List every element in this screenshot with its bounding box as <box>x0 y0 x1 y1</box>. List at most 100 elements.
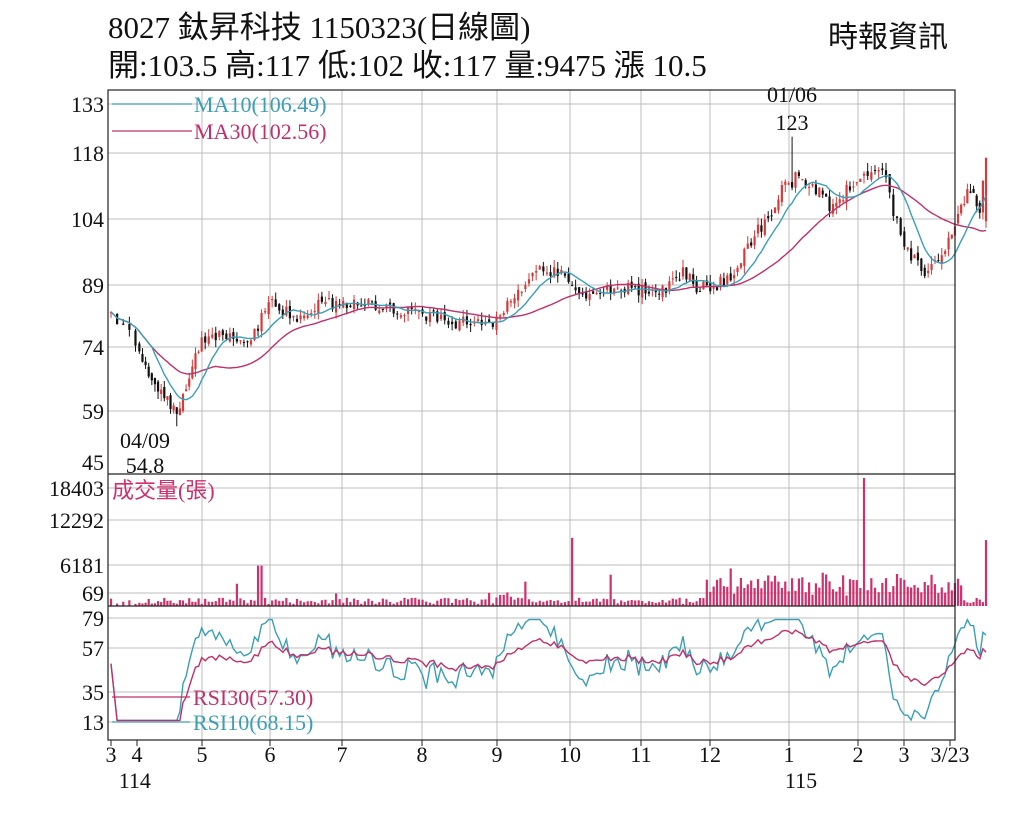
rsi-tick-label: 79 <box>82 606 104 631</box>
candle-body <box>920 258 923 271</box>
candle-body <box>495 316 498 330</box>
candle-body <box>310 313 313 315</box>
candle-body <box>207 336 210 344</box>
candle-body <box>910 248 913 261</box>
candle-body <box>838 199 841 204</box>
x-tick-label: 2 <box>853 742 864 767</box>
candle-body <box>378 310 381 313</box>
volume-bar <box>678 597 681 606</box>
volume-bar <box>538 600 541 606</box>
candle-body <box>790 182 794 188</box>
candle-body <box>458 320 461 331</box>
volume-bar <box>578 597 581 606</box>
candle-body <box>960 204 963 214</box>
volume-bar <box>410 597 413 606</box>
volume-bar <box>207 601 210 606</box>
volume-bar <box>595 598 598 606</box>
volume-bar <box>811 594 814 606</box>
volume-bar <box>692 602 695 606</box>
candle-body <box>780 185 783 203</box>
volume-bar <box>913 584 916 606</box>
volume-bar <box>556 600 559 606</box>
candle-body <box>845 184 848 202</box>
candle-body <box>899 218 902 235</box>
candle-body <box>613 288 616 294</box>
candle-body <box>923 267 926 277</box>
volume-bar <box>370 600 374 606</box>
candle-body <box>903 231 906 247</box>
candle-body <box>370 301 374 303</box>
volume-bar <box>432 603 435 606</box>
candle-body <box>545 272 549 274</box>
x-tick-label: 3 <box>899 742 910 767</box>
candle-body <box>726 275 729 285</box>
candle-body <box>128 324 131 330</box>
volume-bar <box>773 575 777 606</box>
volume-bar <box>750 580 753 606</box>
candle-body <box>647 291 651 294</box>
volume-bar <box>367 598 370 606</box>
candle-body <box>574 287 577 291</box>
volume-bar <box>661 599 664 606</box>
volume-bar <box>324 599 327 606</box>
volume-bar <box>588 601 591 606</box>
volume-bar <box>712 586 715 606</box>
volume-bar <box>403 597 406 606</box>
volume-tick-label: 18403 <box>49 476 104 501</box>
candle-body <box>763 219 766 235</box>
candle-body <box>852 186 855 188</box>
volume-bar <box>719 578 722 606</box>
candle-body <box>760 225 763 232</box>
volume-bar <box>147 599 150 606</box>
candle-body <box>454 321 457 329</box>
volume-bar <box>256 565 260 606</box>
candle-body <box>585 291 588 299</box>
candle-body <box>950 234 953 239</box>
volume-bar <box>574 600 577 606</box>
candle-body <box>722 278 725 286</box>
candle-body <box>317 299 320 314</box>
candle-body <box>814 184 818 195</box>
candle-body <box>984 157 988 222</box>
volume-bar <box>160 602 163 606</box>
volume-bar <box>109 598 113 606</box>
candle-body <box>488 319 491 323</box>
candle-body <box>181 394 185 411</box>
candle-body <box>884 170 888 178</box>
volume-bar <box>502 594 505 606</box>
volume-bar <box>509 596 513 606</box>
volume-bar <box>134 603 137 606</box>
candle-body <box>385 304 388 308</box>
volume-bar <box>984 540 988 606</box>
volume-bar <box>200 603 203 606</box>
candle-body <box>299 315 302 320</box>
candle-body <box>549 272 552 276</box>
candle-body <box>888 174 891 193</box>
volume-bar <box>675 599 678 606</box>
volume-bar <box>172 602 175 606</box>
volume-bar <box>342 602 345 606</box>
candle-body <box>661 285 664 298</box>
candle-body <box>249 340 253 345</box>
volume-bar <box>808 582 811 606</box>
volume-bar <box>899 577 902 606</box>
volume-bar <box>454 598 457 606</box>
high-annotation-date: 01/06 <box>767 82 817 107</box>
volume-bar <box>378 602 381 606</box>
candle-body <box>163 386 166 399</box>
volume-bar <box>794 590 797 606</box>
volume-bar <box>396 602 399 606</box>
candle-body <box>842 200 845 202</box>
volume-bar <box>249 599 253 606</box>
chart-title: 8027 鈦昇科技 1150323(日線圖) <box>108 10 531 45</box>
candle-body <box>194 353 197 370</box>
candle-body <box>188 378 191 387</box>
candle-body <box>692 274 695 284</box>
volume-bar <box>835 591 838 606</box>
volume-bar <box>163 597 166 606</box>
candle-body <box>644 282 647 294</box>
volume-bar <box>930 574 933 606</box>
candle-body <box>913 255 916 259</box>
volume-bar <box>585 601 588 606</box>
